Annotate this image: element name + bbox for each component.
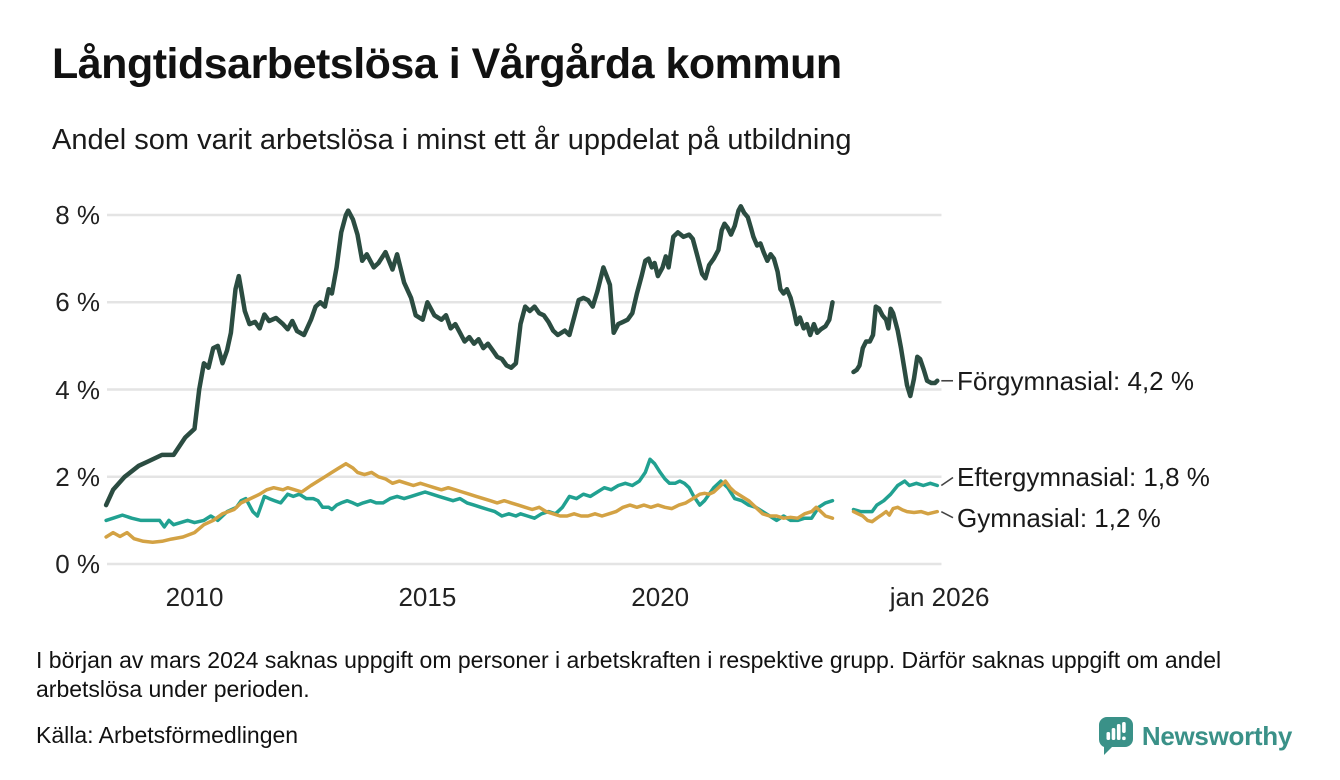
newsworthy-logo: Newsworthy bbox=[1098, 716, 1292, 756]
y-tick-label: 8 % bbox=[55, 200, 100, 230]
series-line-förgymnasial bbox=[851, 304, 940, 399]
y-tick-label: 6 % bbox=[55, 287, 100, 318]
series-line-eftergymnasial bbox=[851, 479, 940, 514]
series-label-gymnasial: Gymnasial: 1,2 % bbox=[957, 502, 1161, 533]
bar-icon-small bbox=[1106, 732, 1110, 740]
newsworthy-bubble-icon bbox=[1098, 717, 1133, 755]
label-leader-line bbox=[940, 510, 954, 519]
x-tick-label: 2020 bbox=[631, 582, 690, 612]
y-tick-label: 2 % bbox=[55, 461, 100, 492]
bar-icon-medium bbox=[1111, 728, 1116, 740]
y-tick-label: 4 % bbox=[55, 374, 100, 405]
series-line-gymnasial bbox=[104, 461, 835, 544]
source-note: Källa: Arbetsförmedlingen bbox=[36, 722, 299, 748]
series-line-eftergymnasial bbox=[104, 457, 835, 529]
footnote: I början av mars 2024 saknas uppgift om … bbox=[36, 647, 1222, 702]
page-title: Långtidsarbetslösa i Vårgårda kommun bbox=[52, 40, 842, 88]
y-tick-label: 0 % bbox=[55, 549, 100, 579]
series-line-förgymnasial bbox=[103, 204, 835, 508]
label-leader-line bbox=[940, 476, 954, 487]
series-line-gymnasial bbox=[851, 505, 940, 524]
exclamation-dot-icon bbox=[1121, 736, 1126, 741]
series-label-förgymnasial: Förgymnasial: 4,2 % bbox=[957, 365, 1194, 396]
bar-icon-tall bbox=[1116, 724, 1121, 740]
x-tick-label: jan 2026 bbox=[889, 582, 990, 612]
newsworthy-wordmark: Newsworthy bbox=[1141, 720, 1292, 751]
x-tick-label: 2015 bbox=[398, 582, 457, 612]
exclamation-icon bbox=[1121, 722, 1126, 733]
chart-subtitle: Andel som varit arbetslösa i minst ett å… bbox=[52, 124, 852, 156]
series-label-eftergymnasial: Eftergymnasial: 1,8 % bbox=[957, 462, 1210, 493]
x-tick-label: 2010 bbox=[165, 582, 224, 612]
